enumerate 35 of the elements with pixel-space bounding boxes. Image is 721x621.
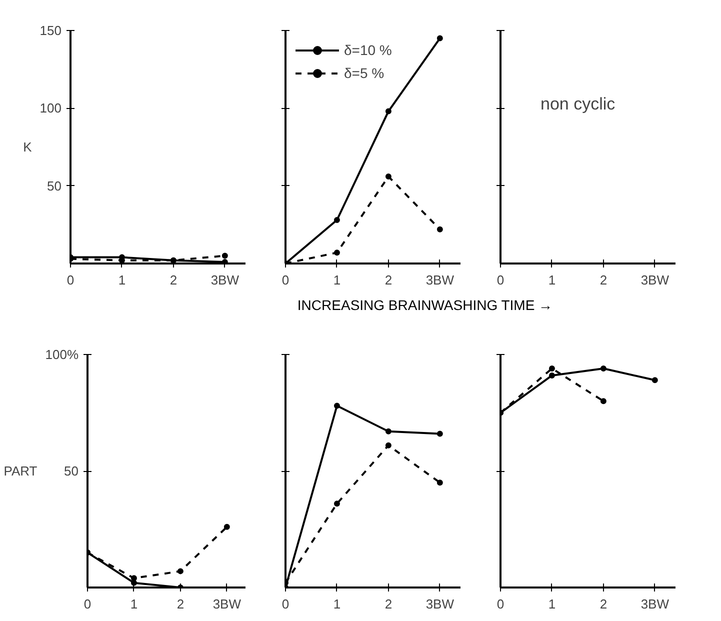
y-tick-label: 100 [40, 100, 62, 116]
x-axis-title: INCREASING BRAINWASHING TIME → [297, 296, 553, 315]
x-tick-label: 2 [600, 596, 608, 612]
x-tick-label: 2 [600, 272, 608, 288]
x-tick-label: 2 [176, 596, 184, 612]
x-tick-label: 1 [548, 272, 556, 288]
x-tick-label: 0 [282, 596, 290, 612]
annotation: non cyclic [540, 94, 616, 114]
y-tick-label: 150 [40, 23, 62, 38]
x-tick-label: 3BW [426, 596, 455, 612]
x-tick-label: 0 [282, 272, 290, 288]
y-axis-title: K [23, 140, 32, 154]
legend-label: δ=5 % [344, 65, 384, 81]
x-tick-label: 0 [496, 272, 504, 288]
x-tick-label: 3BW [426, 272, 455, 288]
y-tick-label: 50 [47, 178, 62, 194]
x-tick-label: 2 [170, 272, 178, 288]
x-tick-label: 1 [118, 272, 126, 288]
x-tick-label: 1 [548, 596, 556, 612]
x-tick-label: 0 [84, 596, 92, 612]
x-tick-label: 2 [384, 596, 392, 612]
y-tick-label: 100% [45, 347, 79, 362]
y-tick-label: 50 [64, 464, 79, 478]
x-tick-label: 3BW [212, 596, 242, 612]
x-tick-label: 2 [384, 272, 392, 288]
x-tick-label: 3BW [640, 272, 670, 288]
x-tick-label: 1 [130, 596, 138, 612]
x-tick-label: 0 [66, 272, 74, 288]
x-tick-label: 1 [333, 272, 341, 288]
x-tick-label: 1 [333, 596, 341, 612]
y-axis-title: PART [4, 464, 38, 478]
x-tick-label: 3BW [640, 596, 670, 612]
x-tick-label: 3BW [210, 272, 240, 288]
legend-label: δ=10 % [344, 42, 392, 58]
x-tick-label: 0 [496, 596, 504, 612]
